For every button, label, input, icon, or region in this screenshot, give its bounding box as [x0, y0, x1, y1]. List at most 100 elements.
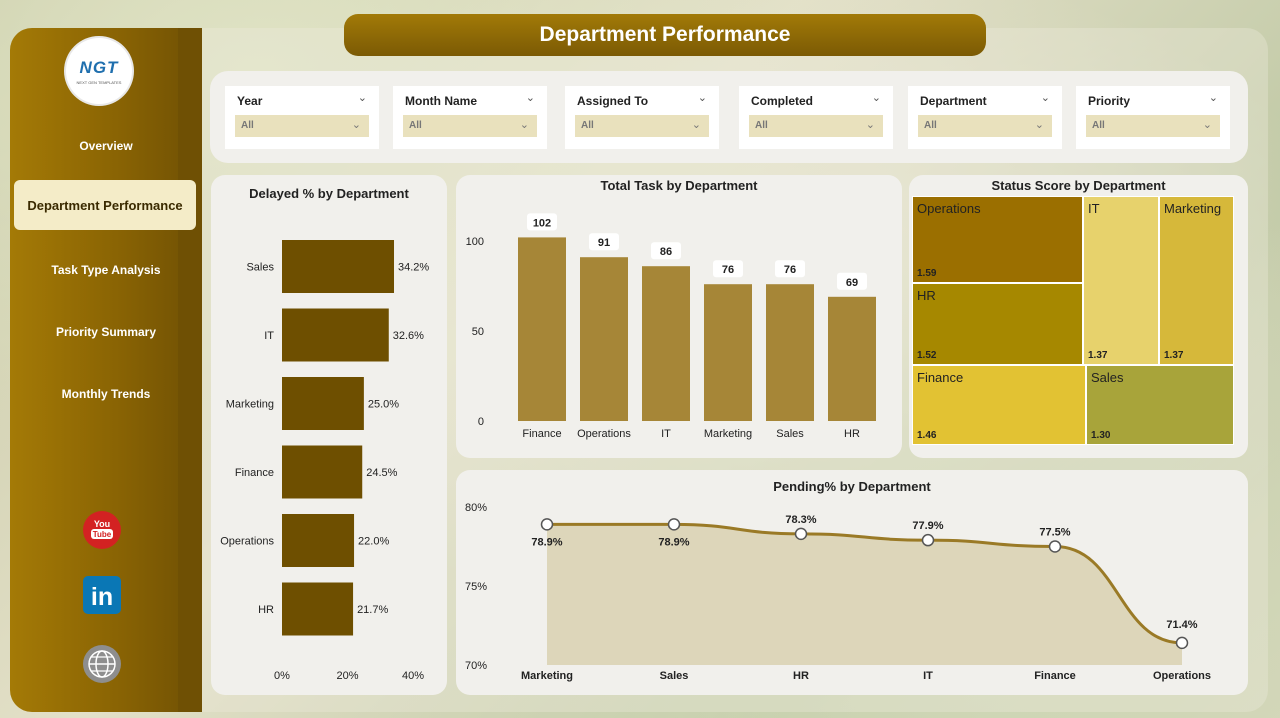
bar: [282, 514, 355, 567]
sidebar-item-priority-summary[interactable]: Priority Summary: [55, 325, 157, 339]
chevron-down-icon[interactable]: ⌄: [357, 92, 367, 104]
data-label: 102: [533, 217, 551, 229]
data-label: 32.6%: [393, 330, 424, 342]
delayed-pct-chart: Sales 34.2% IT 32.6% Marketing 25.0% Finance 24…: [220, 240, 429, 682]
filter-label: Completed: [751, 94, 814, 108]
data-label: 24.5%: [366, 467, 397, 479]
treemap-label: HR: [917, 288, 936, 303]
logo-text: NGT: [79, 57, 119, 77]
chart-title: Total Task by Department: [600, 178, 758, 193]
category-label: Marketing: [521, 670, 573, 682]
treemap-value: 1.46: [917, 430, 937, 441]
data-label: 34.2%: [398, 262, 429, 274]
data-label-box: [527, 213, 557, 231]
filter-select[interactable]: All ⌄: [749, 115, 883, 137]
data-label: 21.7%: [357, 604, 388, 616]
data-point: [1048, 540, 1062, 553]
treemap-value: 1.30: [1091, 430, 1111, 441]
youtube-icon[interactable]: You Tube: [82, 510, 122, 550]
ngt-logo[interactable]: NGT NEXT GEN TEMPLATES: [66, 38, 132, 104]
filter-select[interactable]: All ⌄: [235, 115, 369, 137]
globe-icon[interactable]: [82, 644, 122, 684]
linkedin-icon[interactable]: in: [82, 575, 122, 615]
tick-label: 50: [472, 326, 484, 338]
bar: [766, 284, 814, 421]
bar: [282, 582, 354, 636]
filter-assigned-to[interactable]: Assigned To ⌄ All ⌄: [565, 86, 719, 149]
sidebar-item-overview[interactable]: Overview: [79, 139, 133, 153]
treemap-cell-it[interactable]: IT 1.37: [1083, 196, 1159, 365]
chevron-down-icon[interactable]: ⌄: [1208, 92, 1218, 104]
tick-label: 80%: [465, 502, 487, 514]
tick-label: 0: [478, 416, 484, 428]
filter-select[interactable]: All ⌄: [403, 115, 537, 137]
treemap-value: 1.52: [917, 350, 937, 361]
chevron-down-icon: ⌄: [1034, 119, 1044, 131]
status-score-treemap: Operations 1.59 HR 1.52 IT 1.37 Marketin…: [912, 196, 1234, 445]
chevron-down-icon[interactable]: ⌄: [871, 92, 881, 104]
filter-select[interactable]: All ⌄: [918, 115, 1052, 137]
data-label-box: [713, 260, 743, 278]
bar: [642, 266, 690, 421]
category-label: Finance: [235, 467, 274, 479]
data-label: 86: [660, 246, 672, 258]
data-label: 77.9%: [912, 520, 943, 532]
category-label: Operations: [1153, 670, 1211, 682]
chevron-down-icon[interactable]: ⌄: [697, 92, 707, 104]
treemap-value: 1.59: [917, 268, 937, 279]
tick-label: 100: [466, 236, 484, 248]
treemap-cell-operations[interactable]: Operations 1.59: [912, 196, 1083, 283]
bar: [518, 237, 566, 421]
filter-priority[interactable]: Priority ⌄ All ⌄: [1076, 86, 1230, 149]
filter-label: Assigned To: [577, 94, 649, 108]
chevron-down-icon: ⌄: [519, 119, 529, 131]
data-label: 78.9%: [531, 536, 562, 548]
treemap-cell-sales[interactable]: Sales 1.30: [1086, 365, 1234, 445]
chevron-down-icon: ⌄: [865, 119, 875, 131]
bar: [282, 240, 395, 293]
data-point: [921, 533, 935, 547]
chart-title: Pending% by Department: [773, 479, 931, 494]
sidebar-item-task-type-analysis[interactable]: Task Type Analysis: [51, 263, 161, 277]
data-label: 71.4%: [1166, 619, 1197, 631]
bar: [828, 296, 876, 421]
data-label: 76: [784, 264, 796, 276]
data-label-box: [775, 260, 805, 278]
category-label: HR: [258, 604, 274, 616]
treemap-cell-marketing[interactable]: Marketing 1.37: [1159, 196, 1234, 365]
category-label: Sales: [246, 262, 274, 274]
data-label: 22.0%: [358, 536, 389, 548]
data-point: [540, 518, 554, 531]
data-point: [794, 527, 808, 541]
sidebar-item-monthly-trends[interactable]: Monthly Trends: [61, 387, 151, 401]
chevron-down-icon[interactable]: ⌄: [1040, 92, 1050, 104]
filter-value: All: [1092, 120, 1105, 131]
filter-label: Priority: [1088, 94, 1131, 108]
category-label: Marketing: [226, 399, 274, 411]
filter-department[interactable]: Department ⌄ All ⌄: [908, 86, 1062, 149]
treemap-cell-hr[interactable]: HR 1.52: [912, 283, 1083, 365]
bar: [282, 308, 389, 362]
data-label: 25.0%: [368, 399, 399, 411]
filter-select[interactable]: All ⌄: [575, 115, 709, 137]
bar: [580, 257, 628, 421]
category-label: IT: [264, 330, 274, 342]
sidebar-edge: [178, 28, 202, 712]
data-label: 78.3%: [785, 514, 816, 526]
filter-label: Department: [920, 94, 987, 108]
filter-completed[interactable]: Completed ⌄ All ⌄: [739, 86, 893, 149]
filter-year[interactable]: Year ⌄ All ⌄: [225, 86, 379, 149]
tick-label: 75%: [465, 581, 487, 593]
data-label: 69: [846, 277, 858, 289]
chevron-down-icon[interactable]: ⌄: [525, 92, 535, 104]
category-label: Sales: [776, 428, 804, 440]
total-task-chart: 0 50 100 102 Finance 91 Operations 86 IT 76 Market…: [466, 213, 876, 440]
filter-month-name[interactable]: Month Name ⌄ All ⌄: [393, 86, 547, 149]
data-label: 77.5%: [1039, 527, 1070, 539]
sidebar-item-department-performance[interactable]: Department Performance: [14, 180, 196, 230]
filter-select[interactable]: All ⌄: [1086, 115, 1220, 137]
svg-text:You: You: [94, 519, 110, 529]
bar: [282, 445, 363, 499]
category-label: Operations: [577, 428, 631, 440]
treemap-cell-finance[interactable]: Finance 1.46: [912, 365, 1086, 445]
